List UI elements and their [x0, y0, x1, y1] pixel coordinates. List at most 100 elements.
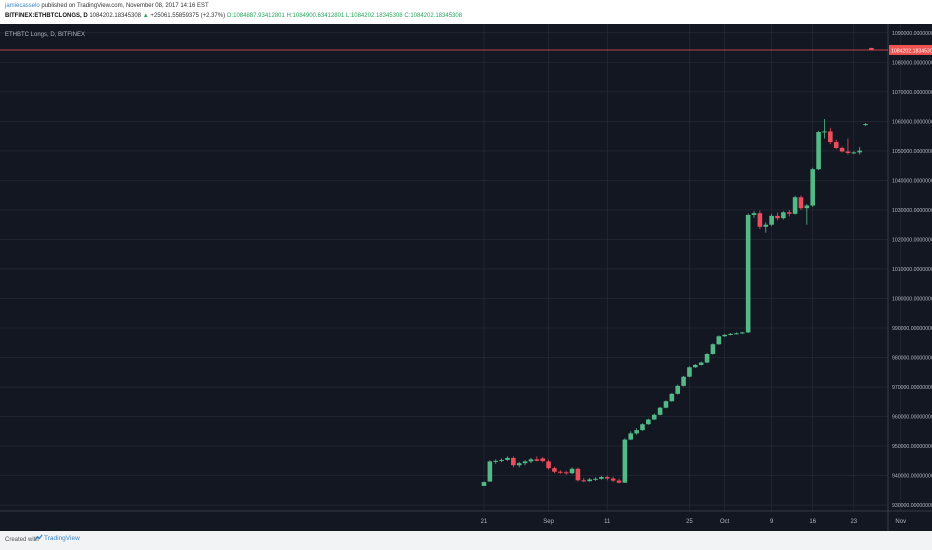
candle-body — [763, 224, 769, 227]
candle-body — [528, 459, 534, 462]
candle-body — [722, 334, 727, 337]
candle-body — [552, 468, 557, 472]
candle-body — [745, 214, 751, 333]
publish-info-line: jamiecasselo published on TradingView.co… — [5, 2, 209, 11]
price-tick-label: 1060000.00000000 — [892, 119, 932, 125]
candle-body — [493, 460, 499, 462]
candle-body — [511, 457, 516, 466]
candle-body — [599, 477, 604, 479]
time-tick-label: 21 — [481, 519, 488, 525]
candle-body — [610, 478, 616, 481]
candle-body — [804, 205, 810, 209]
time-tick-label: Nov — [895, 519, 906, 525]
candle-body — [710, 344, 716, 354]
candle-body — [681, 376, 686, 386]
candle-body — [698, 362, 704, 365]
candle-body — [822, 131, 827, 133]
candle-body — [516, 463, 522, 466]
candle-body — [634, 430, 639, 434]
candle-body — [546, 461, 551, 469]
candle-body — [739, 332, 745, 334]
time-tick-label: Oct — [720, 519, 730, 525]
symbol-info-line: BITFINEX:ETHBTCLONGS, D 1084202.18345308… — [5, 12, 462, 21]
candle-body — [734, 333, 739, 335]
candle-body — [798, 197, 804, 209]
created-with-text: Created with — [5, 537, 39, 543]
price-tick-label: 950000.00000000 — [892, 444, 932, 450]
price-tick-label: 1050000.00000000 — [892, 149, 932, 155]
candle-body — [587, 479, 592, 482]
chart-title: ETHBTC Longs, D, BITFINEX — [5, 32, 85, 38]
price-tick-label: 1030000.00000000 — [892, 208, 932, 214]
last-price-label: 1084202.18345308 — [891, 48, 932, 54]
candle-body — [816, 132, 821, 170]
publish-header: jamiecasselo published on TradingView.co… — [0, 0, 932, 24]
candle-body — [487, 461, 493, 482]
candle-body — [675, 385, 681, 394]
price-tick-label: 960000.00000000 — [892, 415, 932, 421]
time-tick-label: 11 — [604, 519, 611, 525]
candle-body — [522, 461, 528, 464]
price-tick-label: 1040000.00000000 — [892, 178, 932, 184]
candle-body — [828, 131, 833, 143]
candle-body — [833, 142, 839, 148]
candle-body — [575, 468, 581, 481]
candle-body — [869, 47, 874, 50]
candle-body — [845, 151, 851, 153]
chart-container[interactable]: 1084202.18345308 1090000.00000000 1080000… — [0, 24, 932, 531]
candle-body — [481, 482, 487, 486]
candle-body — [687, 367, 692, 377]
candle-body — [651, 414, 657, 420]
ohlc-close: C:1084202.18345308 — [404, 13, 463, 19]
candle-body — [640, 424, 645, 431]
candle-body — [534, 459, 540, 461]
candle-body — [663, 401, 669, 408]
candle-body — [628, 433, 634, 440]
candle-body — [716, 336, 722, 345]
candle-body — [622, 439, 628, 483]
candle-body — [569, 468, 575, 474]
price-tick-label: 1080000.00000000 — [892, 60, 932, 66]
ohlc-high: H:1084900.63412801 — [286, 13, 345, 19]
time-tick-label: Sep — [543, 519, 554, 525]
change-arrow-icon: ▲ — [142, 13, 149, 19]
candle-body — [810, 169, 816, 206]
candle-body — [863, 124, 868, 126]
last-price-line-layer: 1084202.18345308 — [0, 44, 932, 55]
time-tick-label: 16 — [809, 519, 816, 525]
footer: Created with TradingView — [0, 531, 932, 550]
candle-body — [604, 477, 610, 479]
candle-body — [616, 480, 622, 483]
candlestick-chart[interactable]: 1084202.18345308 1090000.00000000 1080000… — [0, 24, 932, 531]
candle-body — [704, 353, 710, 363]
tradingview-brand-link[interactable]: TradingView — [44, 535, 80, 542]
time-tick-label: 9 — [770, 519, 774, 525]
candle-body — [757, 213, 763, 227]
candle-body — [593, 478, 598, 480]
candle-body — [669, 393, 675, 402]
last-price-badge — [889, 44, 932, 55]
author-link[interactable]: jamiecasselo — [5, 3, 40, 9]
candle-body — [769, 215, 774, 225]
candle-body — [792, 197, 798, 214]
candle-body — [857, 150, 862, 153]
candle-body — [775, 215, 780, 219]
price-tick-label: 1090000.00000000 — [892, 31, 932, 37]
candle-body — [693, 364, 698, 368]
time-axis: 21Sep1125Oct91623Nov11 — [481, 519, 906, 525]
tradingview-logo-icon — [34, 534, 43, 541]
price-change: +25061.55859375 (+2.37%) — [150, 13, 226, 19]
candle-body — [839, 147, 845, 152]
candle-body — [728, 333, 733, 335]
time-tick-label: 25 — [686, 519, 693, 525]
candles-layer — [481, 47, 874, 486]
candle-body — [751, 213, 757, 215]
ohlc-open: O:1084887.93412801 — [226, 13, 285, 19]
candle-body — [786, 212, 792, 214]
candle-body — [581, 480, 587, 482]
candle-body — [646, 419, 651, 425]
time-tick-label: 23 — [850, 519, 857, 525]
price-tick-label: 1000000.00000000 — [892, 296, 932, 302]
candle-body — [558, 471, 563, 473]
last-price: 1084202.18345308 — [89, 13, 142, 19]
